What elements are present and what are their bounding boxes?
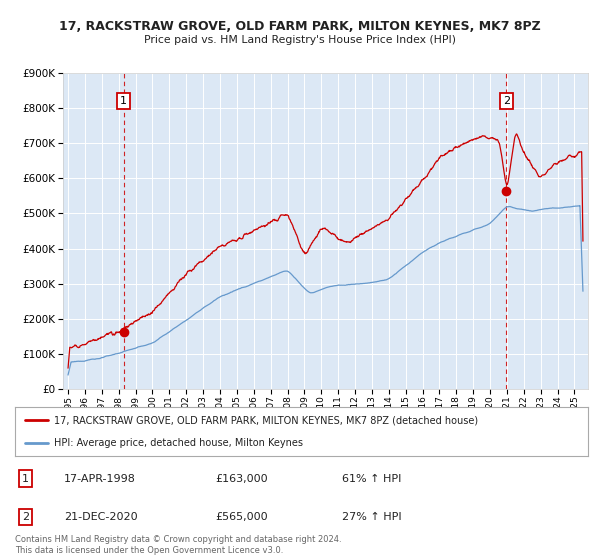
Text: Contains HM Land Registry data © Crown copyright and database right 2024.: Contains HM Land Registry data © Crown c… xyxy=(15,534,341,544)
Text: Price paid vs. HM Land Registry's House Price Index (HPI): Price paid vs. HM Land Registry's House … xyxy=(144,35,456,45)
Text: 2: 2 xyxy=(503,96,510,106)
Text: £565,000: £565,000 xyxy=(215,512,268,522)
Text: 17-APR-1998: 17-APR-1998 xyxy=(64,474,136,483)
Text: 1: 1 xyxy=(120,96,127,106)
Text: HPI: Average price, detached house, Milton Keynes: HPI: Average price, detached house, Milt… xyxy=(54,438,303,448)
Text: 21-DEC-2020: 21-DEC-2020 xyxy=(64,512,137,522)
Text: 17, RACKSTRAW GROVE, OLD FARM PARK, MILTON KEYNES, MK7 8PZ: 17, RACKSTRAW GROVE, OLD FARM PARK, MILT… xyxy=(59,20,541,32)
Text: 27% ↑ HPI: 27% ↑ HPI xyxy=(341,512,401,522)
Text: This data is licensed under the Open Government Licence v3.0.: This data is licensed under the Open Gov… xyxy=(15,545,283,555)
Text: 17, RACKSTRAW GROVE, OLD FARM PARK, MILTON KEYNES, MK7 8PZ (detached house): 17, RACKSTRAW GROVE, OLD FARM PARK, MILT… xyxy=(54,416,478,426)
Text: 1: 1 xyxy=(22,474,29,483)
Text: £163,000: £163,000 xyxy=(215,474,268,483)
Text: 2: 2 xyxy=(22,512,29,522)
Text: 61% ↑ HPI: 61% ↑ HPI xyxy=(341,474,401,483)
